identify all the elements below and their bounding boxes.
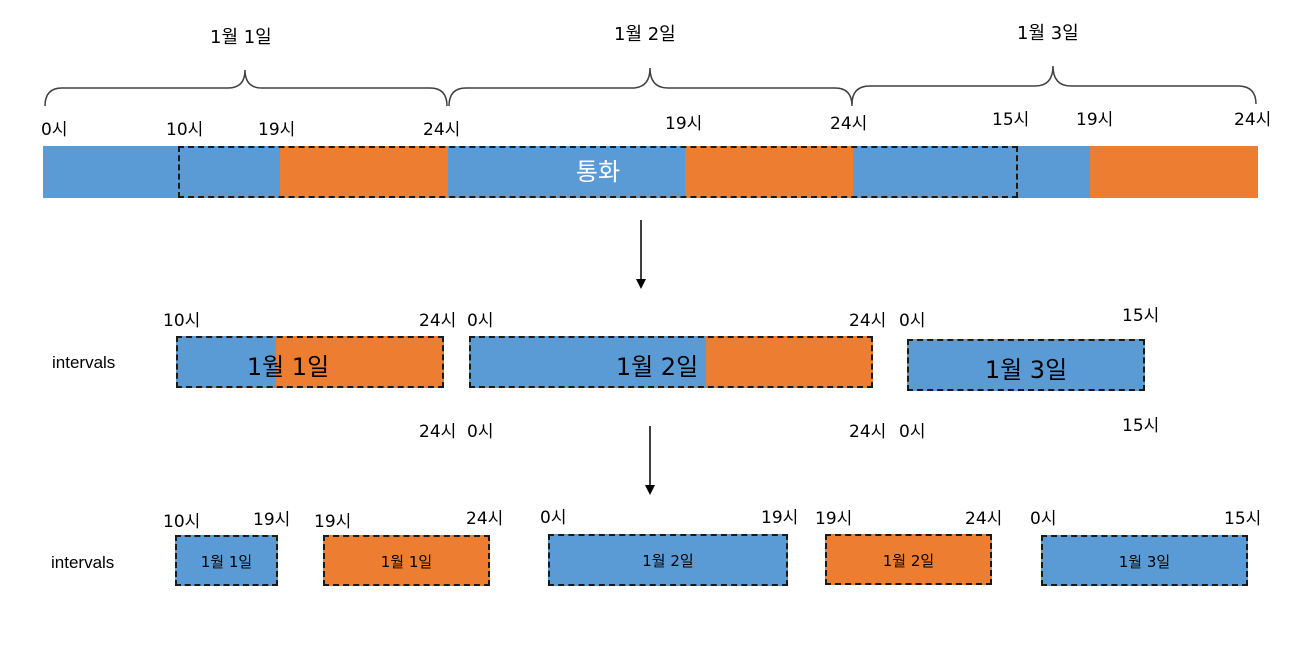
timeline-day3-night-segment [1090, 146, 1258, 198]
tick-label: 24시 [1234, 110, 1272, 130]
tick-label: 24시 [419, 422, 457, 442]
tick-label: 24시 [830, 114, 868, 134]
day-segment [176, 336, 276, 388]
interval-box-label: 1월 2일 [615, 353, 699, 381]
interval-box-day1: 1월 1일 [176, 336, 444, 388]
tick-label: 24시 [849, 422, 887, 442]
timeline-day2-day-segment [448, 146, 685, 198]
split-interval-day2-night: 1월 2일 [825, 534, 992, 585]
day3-brace [851, 65, 1257, 105]
tick-label: 24시 [466, 509, 504, 529]
tick-label: 15시 [1122, 416, 1160, 436]
dashed-border [469, 336, 873, 388]
timeline-day2-night-segment [685, 146, 853, 198]
interval-box-day2: 1월 2일 [469, 336, 873, 388]
tick-label: 15시 [1122, 306, 1160, 326]
tick-label: 0시 [899, 311, 926, 331]
interval-box-label: 1월 1일 [380, 553, 433, 571]
tick-label: 19시 [253, 510, 291, 530]
tick-label: 10시 [163, 311, 201, 331]
interval-box-label: 1월 2일 [642, 552, 694, 570]
day-segment [907, 339, 1145, 391]
tick-label: 10시 [166, 120, 204, 140]
dashed-border [548, 534, 788, 586]
call-label: 통화 [575, 158, 621, 186]
arrow-1-head [636, 279, 646, 289]
split-interval-day2-day: 1월 2일 [548, 534, 788, 586]
interval-box-day3: 1월 3일 [907, 339, 1145, 391]
dashed-border [176, 336, 444, 388]
tick-label: 0시 [1030, 509, 1057, 529]
date-label-day1: 1월 1일 [210, 27, 272, 48]
tick-label: 0시 [899, 422, 926, 442]
tick-label: 24시 [423, 120, 461, 140]
dashed-border [825, 534, 992, 585]
split-interval-day1-day: 1월 1일 [175, 535, 278, 586]
dashed-border [907, 339, 1145, 391]
intervals-label: intervals [51, 553, 115, 572]
timeline-day3-day-segment [853, 146, 1090, 198]
interval-box-label: 1월 1일 [200, 553, 253, 571]
split-interval-day3-day: 1월 3일 [1041, 535, 1248, 586]
arrow-2-head [645, 485, 655, 495]
day1-brace [44, 69, 448, 107]
tick-label: 0시 [467, 311, 494, 331]
tick-label: 19시 [815, 509, 853, 529]
timeline-day1-night-segment [280, 146, 448, 198]
tick-label: 0시 [41, 120, 68, 140]
night-segment [706, 336, 873, 388]
tick-label: 15시 [992, 110, 1030, 130]
date-label-day3: 1월 3일 [1017, 23, 1079, 44]
tick-label: 19시 [258, 120, 296, 140]
tick-label: 19시 [761, 508, 799, 528]
interval-box-label: 1월 3일 [1118, 553, 1171, 571]
dashed-border [175, 535, 278, 586]
night-segment [276, 336, 444, 388]
date-label-day2: 1월 2일 [614, 24, 676, 45]
day2-brace [448, 67, 853, 107]
tick-label: 0시 [467, 422, 494, 442]
call-range-box [178, 146, 1018, 198]
tick-label: 10시 [163, 512, 201, 532]
day-segment [469, 336, 706, 388]
dashed-border [1041, 535, 1248, 586]
call-label-wrap: 통화 [448, 146, 748, 198]
dashed-border [323, 535, 490, 586]
timeline-day1-day-segment [43, 146, 280, 198]
tick-label: 24시 [849, 311, 887, 331]
tick-label: 19시 [314, 512, 352, 532]
tick-label: 19시 [1076, 110, 1114, 130]
split-interval-day1-night: 1월 1일 [323, 535, 490, 586]
tick-label: 24시 [419, 311, 457, 331]
interval-box-label: 1월 3일 [984, 356, 1068, 384]
interval-box-label: 1월 2일 [882, 552, 935, 570]
intervals-label: intervals [52, 353, 116, 372]
tick-label: 0시 [540, 508, 567, 528]
tick-label: 19시 [665, 114, 703, 134]
tick-label: 15시 [1224, 509, 1262, 529]
interval-box-label: 1월 1일 [246, 353, 330, 381]
tick-label: 24시 [965, 509, 1003, 529]
